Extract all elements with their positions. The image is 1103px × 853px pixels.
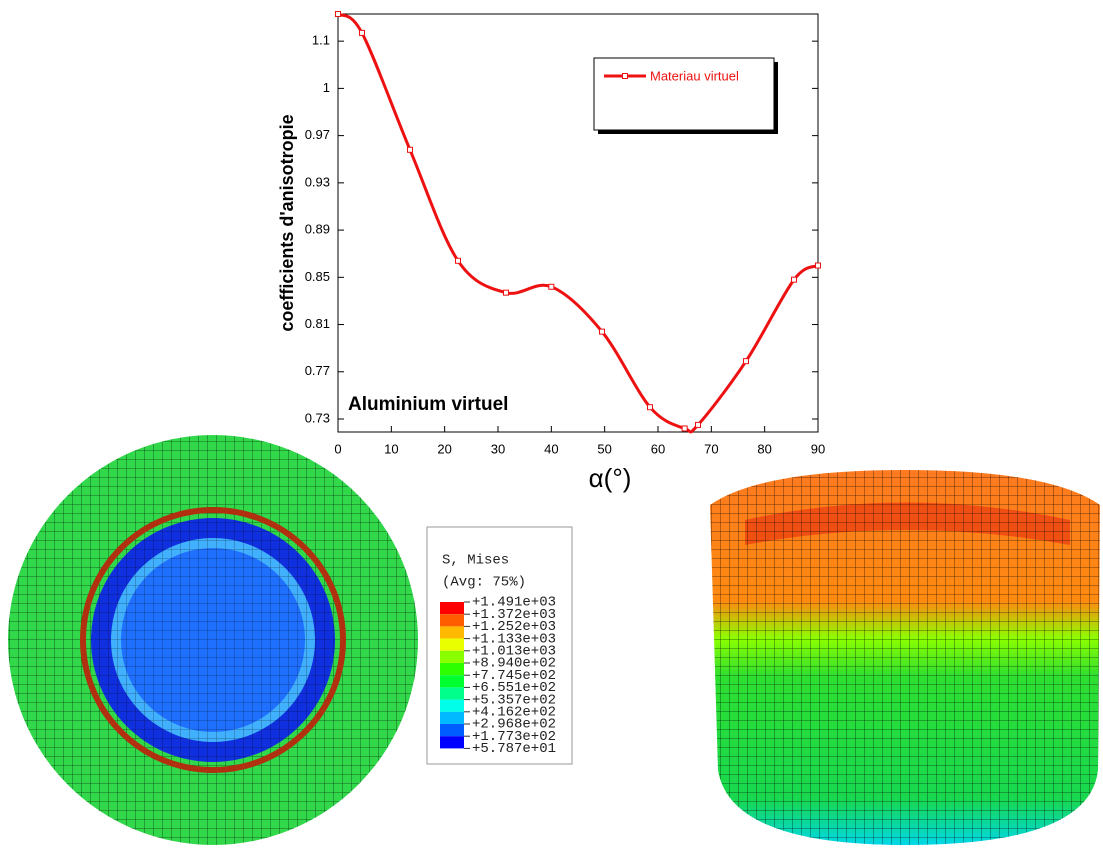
contour-color-band [440,711,464,724]
contour-level-label: +5.357e+02 [472,692,556,708]
x-tick-label: 80 [757,441,771,456]
contour-level-label: +2.968e+02 [472,717,556,733]
contour-level-label: +1.773e+02 [472,729,556,745]
y-tick-label: 0.81 [305,316,330,331]
mesh-disk [8,435,418,845]
contour-color-band [440,699,464,712]
contour-color-band [440,614,464,627]
contour-level-label: +7.745e+02 [472,668,556,684]
point-marker [407,146,413,153]
contour-level-label: +6.551e+02 [472,680,556,696]
point-marker [599,328,605,335]
point-marker [681,425,688,432]
y-axis-label: coefficients d'anisotropie [277,114,297,331]
contour-level-label: +5.787e+01 [472,741,556,757]
y-tick-label: 1 [323,80,330,95]
x-tick-label: 90 [811,441,825,456]
x-tick-label: 30 [491,441,505,456]
x-tick-label: 50 [597,441,611,456]
legend-marker [622,73,628,79]
point-marker [455,257,461,264]
contour-level-label: +1.491e+03 [472,595,556,611]
point-marker [815,262,821,269]
legend-label: Materiau virtuel [650,68,739,83]
x-tick-label: 60 [651,441,665,456]
contour-level-label: +1.372e+03 [472,607,556,623]
contour-color-band [440,626,464,639]
point-marker [743,358,749,365]
y-tick-label: 0.77 [305,363,330,378]
contour-level-label: +1.133e+03 [472,631,556,647]
contour-level-label: +1.252e+03 [472,619,556,635]
contour-color-band [440,724,464,737]
contour-level-label: +8.940e+02 [472,656,556,672]
contour-color-band [440,736,464,749]
contour-color-band [440,687,464,700]
x-tick-label: 70 [704,441,718,456]
x-axis-label: α(°) [589,463,632,493]
point-marker [335,11,341,17]
annotation: Aluminium virtuel [348,394,508,415]
legend-box [593,57,775,131]
x-tick-label: 0 [334,441,341,456]
contour-title: S, Mises [442,553,509,569]
contour-level-label: +1.013e+03 [472,644,556,660]
point-marker [791,276,797,283]
contour-color-band [440,650,464,663]
y-tick-label: 1.1 [312,33,330,48]
x-tick-label: 40 [544,441,558,456]
mesh-cup [710,470,1100,845]
point-marker [647,404,653,411]
point-marker [359,29,365,36]
plot-frame [337,13,819,433]
contour-level-label: +4.162e+02 [472,705,556,721]
contour-color-band [440,638,464,651]
y-tick-label: 0.85 [305,269,330,284]
point-marker [503,289,509,296]
y-tick-label: 0.93 [305,174,330,189]
contour-color-band [440,602,464,615]
x-tick-label: 20 [437,441,451,456]
y-tick-label: 0.73 [305,410,330,425]
point-marker [695,421,701,428]
point-marker [548,283,555,290]
y-tick-label: 0.97 [305,127,330,142]
contour-color-band [440,675,464,688]
contour-color-band [440,663,464,676]
contour-subtitle: (Avg: 75%) [442,575,526,591]
x-tick-label: 10 [384,441,398,456]
y-tick-label: 0.89 [305,222,330,237]
